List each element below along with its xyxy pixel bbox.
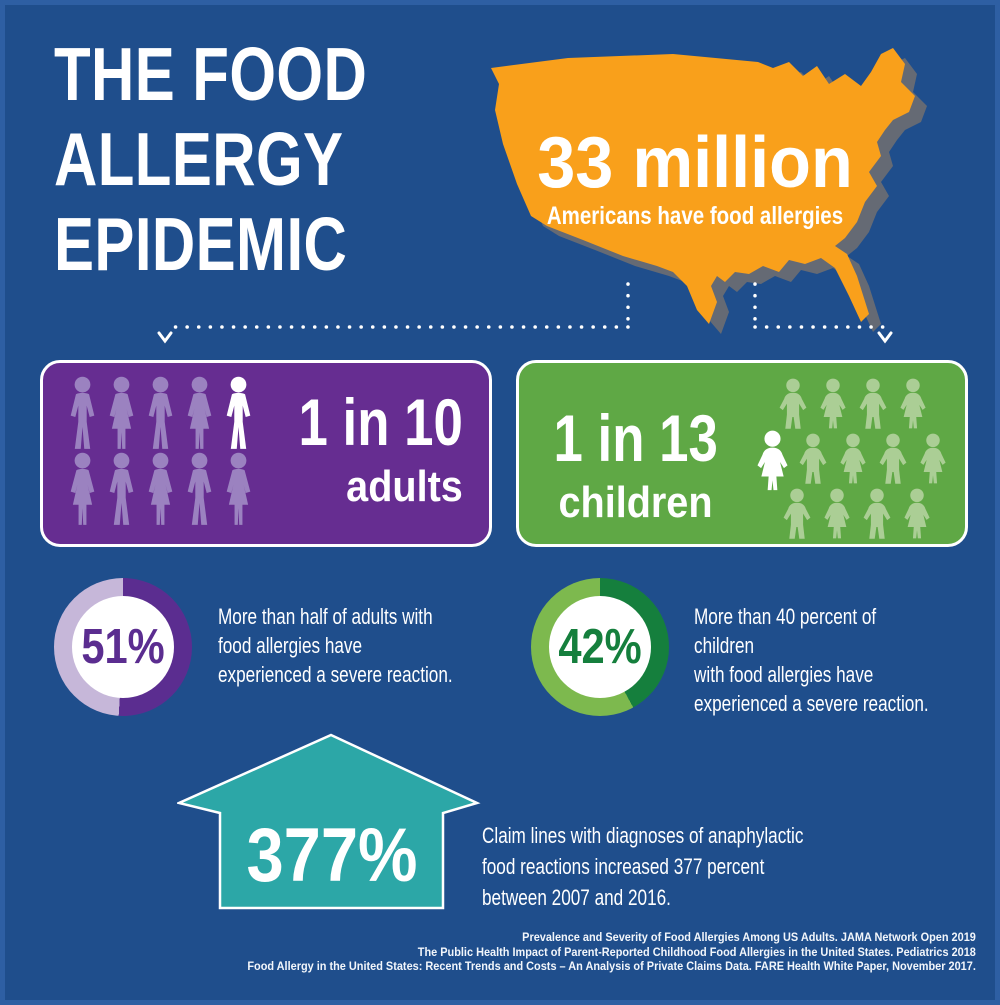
child-boy-icon <box>775 378 811 430</box>
children-ratio-block: 1 in 13 children <box>533 403 738 527</box>
adult-female-icon <box>221 452 256 526</box>
source-citations: Prevalence and Severity of Food Allergie… <box>247 931 976 975</box>
stat-text-line: food reactions increased 377 percent <box>482 854 765 879</box>
child-boy-icon <box>855 378 891 430</box>
title-line: EPIDEMIC <box>54 202 348 286</box>
adults-stat-text: More than half of adults with food aller… <box>218 602 453 689</box>
adults-ratio-block: 1 in 10 adults <box>278 387 483 511</box>
adults-donut-hole <box>72 596 174 698</box>
adult-female-icon <box>182 376 217 450</box>
child-girl-icon-highlighted <box>751 430 794 492</box>
child-boy-icon <box>779 488 815 540</box>
dotted-connector-lines <box>157 282 893 344</box>
arrow-down-icon <box>877 331 893 344</box>
source-citation-line: The Public Health Impact of Parent-Repor… <box>417 946 976 959</box>
map-stat-value: 33 million <box>537 123 853 203</box>
stat-text-line: More than 40 percent of children <box>694 604 877 658</box>
arrow-down-icon <box>157 331 173 344</box>
map-stat-label: Americans have food allergies <box>546 202 844 230</box>
children-ratio: 1 in 13 <box>553 401 718 475</box>
children-ratio-label: children <box>558 478 713 527</box>
children-stat-text: More than 40 percent of children with fo… <box>694 602 933 718</box>
children-donut-hole <box>549 596 651 698</box>
child-girl-icon <box>899 488 935 540</box>
increase-arrow-icon <box>177 733 481 910</box>
source-citation-line: Food Allergy in the United States: Recen… <box>247 961 976 973</box>
pictograph-row <box>751 433 955 485</box>
us-map-icon <box>491 48 927 334</box>
increase-percent: 377% <box>246 813 418 898</box>
title-line: ALLERGY <box>54 117 344 201</box>
child-girl-icon <box>915 433 951 485</box>
children-donut-percent: 42% <box>558 620 642 674</box>
pictograph-row <box>65 452 260 526</box>
title-line: THE FOOD <box>54 32 368 116</box>
stat-text-line: with food allergies have <box>694 662 874 687</box>
adult-male-icon-highlighted <box>221 376 256 450</box>
adult-female-icon <box>104 376 139 450</box>
child-boy-icon <box>875 433 911 485</box>
adult-male-icon <box>104 452 139 526</box>
adult-male-icon <box>143 376 178 450</box>
page-title: THE FOOD ALLERGY EPIDEMIC <box>54 32 367 287</box>
adults-card: 1 in 10 adults <box>40 360 492 547</box>
adult-female-icon <box>65 452 100 526</box>
pictograph-row <box>65 376 260 450</box>
increase-stat-text: Claim lines with diagnoses of anaphylact… <box>482 820 803 913</box>
arrow-up-shape <box>177 733 481 910</box>
child-girl-icon <box>815 378 851 430</box>
child-girl-icon <box>835 433 871 485</box>
map-stat: 33 million Americans have food allergies <box>505 126 885 231</box>
source-citation-line: Prevalence and Severity of Food Allergie… <box>522 932 976 944</box>
child-girl-icon <box>819 488 855 540</box>
adults-donut-percent: 51% <box>81 620 165 674</box>
adult-male-icon <box>65 376 100 450</box>
adults-donut-chart: 51% <box>54 578 192 716</box>
adults-ratio-label: adults <box>346 462 463 511</box>
adults-ratio: 1 in 10 <box>298 385 463 459</box>
children-donut-chart: 42% <box>531 578 669 716</box>
children-card: 1 in 13 children <box>516 360 968 547</box>
stat-text-line: between 2007 and 2016. <box>482 885 671 910</box>
child-boy-icon <box>859 488 895 540</box>
stat-text-line: experienced a severe reaction. <box>218 662 453 687</box>
adult-male-icon <box>182 452 217 526</box>
stat-text-line: Claim lines with diagnoses of anaphylact… <box>482 823 804 848</box>
stat-text-line: food allergies have <box>218 633 363 658</box>
stat-text-line: experienced a severe reaction. <box>694 691 929 716</box>
us-map-shape <box>491 48 915 324</box>
pictograph-row <box>779 488 955 540</box>
children-pictograph <box>751 378 955 543</box>
adults-pictograph <box>65 376 260 528</box>
child-girl-icon <box>895 378 931 430</box>
pictograph-row <box>775 378 955 430</box>
adult-female-icon <box>143 452 178 526</box>
child-boy-icon <box>795 433 831 485</box>
stat-text-line: More than half of adults with <box>218 604 433 629</box>
